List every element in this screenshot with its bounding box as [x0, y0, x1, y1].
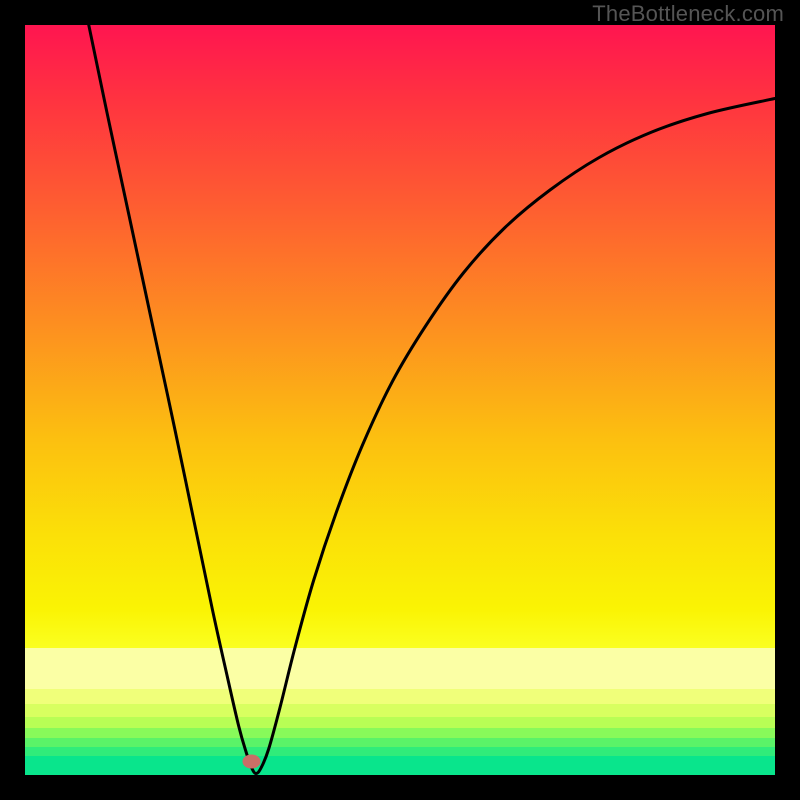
axis-border-right — [775, 0, 800, 800]
axis-border-bottom — [0, 775, 800, 800]
chart-frame: TheBottleneck.com — [0, 0, 800, 800]
minimum-marker — [243, 755, 261, 769]
watermark-text: TheBottleneck.com — [592, 1, 784, 27]
plot-area — [25, 25, 775, 775]
curve-line — [89, 25, 775, 774]
curve-svg — [25, 25, 775, 775]
axis-border-left — [0, 0, 25, 800]
